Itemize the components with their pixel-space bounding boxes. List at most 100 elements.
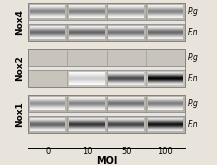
Bar	[69, 7, 105, 8]
Bar	[30, 7, 65, 8]
Bar	[30, 14, 65, 15]
Bar	[148, 6, 183, 7]
Bar	[69, 12, 105, 13]
Text: Nox1: Nox1	[15, 101, 25, 127]
Bar	[69, 28, 105, 29]
Bar	[148, 9, 183, 10]
Bar	[28, 95, 185, 133]
Bar	[30, 127, 65, 128]
Bar	[30, 15, 65, 16]
Bar	[148, 102, 183, 103]
Bar	[108, 34, 144, 35]
Bar	[30, 30, 65, 31]
Bar	[30, 36, 65, 37]
Bar	[30, 16, 65, 17]
Bar	[108, 83, 144, 84]
Bar	[108, 9, 144, 10]
Bar	[69, 104, 105, 105]
Bar	[108, 76, 144, 77]
Bar	[108, 108, 144, 109]
Bar	[108, 30, 144, 31]
Bar	[148, 124, 183, 125]
Bar	[108, 79, 144, 80]
Bar	[30, 122, 65, 123]
Bar	[28, 49, 185, 87]
Text: F.n: F.n	[188, 120, 199, 129]
Bar	[108, 129, 144, 130]
Bar	[108, 119, 144, 120]
Bar	[69, 118, 105, 119]
Bar	[108, 101, 144, 102]
Bar	[69, 13, 105, 14]
Bar	[108, 99, 144, 100]
Bar	[148, 29, 183, 30]
Bar	[148, 107, 183, 108]
Bar	[69, 122, 105, 123]
Bar	[108, 8, 144, 9]
Text: Nox4: Nox4	[15, 9, 25, 35]
Bar	[30, 109, 65, 110]
Bar	[69, 35, 105, 36]
Bar	[30, 125, 65, 126]
Bar	[108, 77, 144, 78]
Bar	[28, 116, 185, 133]
Bar	[108, 72, 144, 73]
Bar	[148, 84, 183, 85]
Bar	[69, 103, 105, 104]
Bar	[148, 75, 183, 76]
Text: F.n: F.n	[188, 74, 199, 83]
Bar	[108, 78, 144, 79]
Bar	[108, 17, 144, 18]
Bar	[69, 82, 105, 83]
Bar	[69, 84, 105, 85]
Bar	[30, 37, 65, 38]
Bar	[148, 120, 183, 121]
Bar	[108, 103, 144, 104]
Bar	[148, 101, 183, 102]
Bar	[69, 98, 105, 99]
Bar	[30, 129, 65, 130]
Bar	[69, 107, 105, 108]
Bar	[69, 77, 105, 78]
Bar	[148, 31, 183, 32]
Bar	[30, 99, 65, 100]
Bar	[108, 16, 144, 17]
Bar	[69, 8, 105, 9]
Bar	[148, 77, 183, 78]
Bar	[30, 119, 65, 120]
Bar	[69, 125, 105, 126]
Bar	[28, 24, 185, 41]
Bar	[108, 37, 144, 38]
Bar	[108, 32, 144, 33]
Bar	[30, 35, 65, 36]
Bar	[108, 26, 144, 27]
Bar	[69, 27, 105, 28]
Bar	[69, 30, 105, 31]
Bar	[30, 27, 65, 28]
Bar	[148, 127, 183, 128]
Bar	[148, 32, 183, 33]
Bar	[108, 35, 144, 36]
Bar	[108, 109, 144, 110]
Bar	[108, 97, 144, 98]
Bar	[30, 130, 65, 131]
Bar	[30, 107, 65, 108]
Bar	[148, 15, 183, 16]
Bar	[148, 128, 183, 129]
Bar	[69, 5, 105, 6]
Bar	[148, 125, 183, 126]
Bar	[108, 33, 144, 34]
Text: 0: 0	[45, 147, 50, 156]
Bar	[69, 37, 105, 38]
Text: 50: 50	[121, 147, 131, 156]
Bar	[30, 108, 65, 109]
Bar	[148, 17, 183, 18]
Bar	[30, 106, 65, 107]
Bar	[30, 124, 65, 125]
Bar	[148, 122, 183, 123]
Bar	[30, 118, 65, 119]
Bar	[148, 38, 183, 39]
Bar	[69, 83, 105, 84]
Bar	[108, 74, 144, 75]
Bar	[69, 130, 105, 131]
